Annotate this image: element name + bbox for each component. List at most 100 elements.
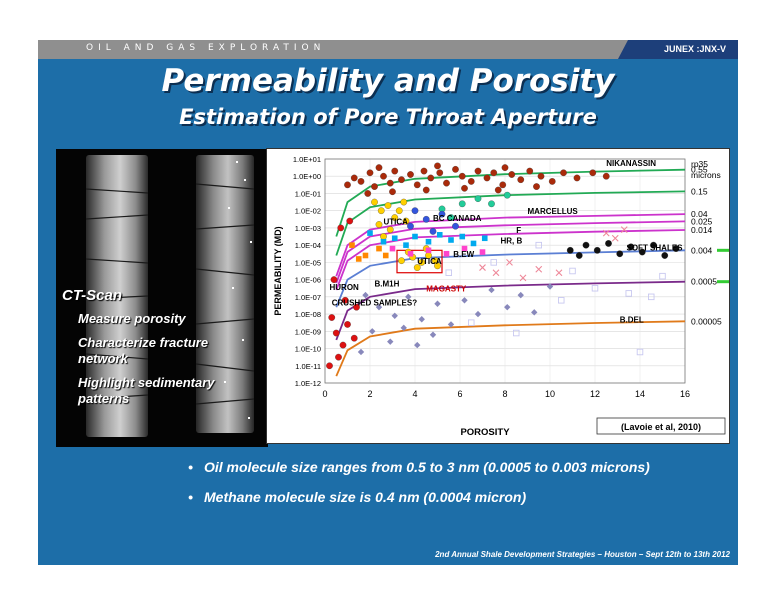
data-point bbox=[407, 222, 414, 230]
data-point bbox=[672, 245, 680, 252]
y-axis-label: PERMEABILITY (MD) bbox=[273, 226, 283, 315]
data-point bbox=[382, 252, 389, 259]
data-point bbox=[405, 293, 412, 301]
data-point bbox=[481, 235, 488, 242]
bullet-methane: • Methane molecule size is 0.4 nm (0.0004… bbox=[188, 489, 527, 505]
data-point bbox=[436, 232, 443, 238]
y-tick-label: 1.0E-10 bbox=[295, 345, 321, 354]
data-point bbox=[470, 240, 477, 247]
rp35-curve bbox=[335, 213, 686, 277]
data-point bbox=[380, 172, 387, 180]
rp35-label: 0.04 bbox=[691, 209, 708, 219]
data-point bbox=[566, 246, 574, 254]
chart-annotation: CRUSHED SAMPLES? bbox=[332, 298, 417, 307]
x-tick-label: 14 bbox=[635, 389, 645, 399]
data-point bbox=[461, 245, 468, 252]
y-tick-label: 1.0E-01 bbox=[295, 189, 321, 198]
data-point bbox=[517, 291, 524, 299]
data-point bbox=[650, 241, 657, 249]
data-point bbox=[499, 181, 507, 189]
data-point bbox=[443, 179, 450, 187]
data-point bbox=[479, 264, 486, 271]
ct-scan-image: CT-Scan Measure porosity Characterize fr… bbox=[56, 149, 268, 447]
data-point bbox=[611, 234, 619, 242]
slide-panel: Permeability and Porosity Estimation of … bbox=[38, 59, 738, 565]
data-point bbox=[380, 238, 387, 245]
bullet-oil-text: Oil molecule size ranges from 0.5 to 3 n… bbox=[204, 459, 650, 475]
data-point bbox=[648, 293, 655, 301]
ct-item-porosity: Measure porosity bbox=[78, 311, 186, 326]
data-point bbox=[339, 341, 347, 349]
data-point bbox=[452, 222, 459, 230]
x-axis-label: POROSITY bbox=[460, 427, 510, 438]
chart-annotation: F bbox=[516, 226, 521, 235]
data-point bbox=[459, 233, 466, 240]
data-point bbox=[490, 169, 498, 177]
data-point bbox=[434, 262, 441, 270]
rp35-curve bbox=[335, 220, 686, 284]
footer-text: 2nd Annual Shale Development Strategies … bbox=[435, 550, 730, 559]
chart-annotation: MAGASTY bbox=[426, 285, 467, 294]
y-tick-label: 1.0E+01 bbox=[293, 155, 321, 164]
x-tick-label: 6 bbox=[457, 389, 462, 399]
company-logo: JUNEX :JNX-V bbox=[618, 40, 738, 59]
rp35-label: 0.025 bbox=[691, 216, 713, 226]
data-point bbox=[341, 296, 349, 304]
data-point bbox=[384, 202, 392, 209]
data-point bbox=[422, 186, 430, 194]
data-point bbox=[445, 269, 452, 276]
data-point bbox=[429, 228, 437, 235]
y-tick-label: 1.0E+00 bbox=[293, 172, 321, 181]
data-point bbox=[357, 178, 365, 185]
slide-title: Permeability and Porosity bbox=[161, 63, 615, 99]
data-point bbox=[625, 290, 633, 297]
data-point bbox=[467, 178, 475, 185]
x-tick-label: 16 bbox=[680, 389, 690, 399]
data-point bbox=[357, 348, 365, 356]
utica-highlight-box bbox=[396, 249, 443, 274]
data-point bbox=[391, 235, 398, 242]
data-point bbox=[490, 259, 497, 266]
bullet-list: • Oil molecule size ranges from 0.5 to 3 … bbox=[188, 459, 728, 519]
data-point bbox=[391, 167, 399, 175]
rp35-curve bbox=[335, 280, 686, 341]
data-point bbox=[659, 272, 666, 280]
data-point bbox=[605, 240, 612, 247]
rp35-header-unit: microns bbox=[691, 170, 721, 180]
y-tick-label: 1.0E-05 bbox=[295, 258, 321, 267]
data-point bbox=[448, 237, 454, 243]
data-point bbox=[573, 174, 581, 182]
data-point bbox=[398, 257, 405, 265]
data-point bbox=[412, 233, 418, 240]
data-point bbox=[501, 164, 509, 171]
data-point bbox=[335, 353, 342, 361]
data-point bbox=[395, 207, 403, 215]
chart-annotation: BC CANADA bbox=[433, 214, 482, 223]
data-point bbox=[627, 243, 635, 251]
chart-annotation: UTICA bbox=[417, 257, 442, 266]
data-point bbox=[512, 329, 520, 337]
y-tick-label: 1.0E-11 bbox=[295, 362, 321, 371]
data-point bbox=[661, 252, 669, 259]
data-point bbox=[569, 267, 576, 275]
data-point bbox=[436, 169, 444, 177]
y-tick-label: 1.0E-09 bbox=[295, 327, 321, 336]
data-point bbox=[413, 264, 421, 271]
slide-subtitle: Estimation of Pore Throat Aperture bbox=[179, 105, 597, 129]
data-point bbox=[326, 362, 333, 370]
data-point bbox=[402, 217, 410, 225]
data-point bbox=[375, 303, 383, 311]
data-point bbox=[467, 319, 475, 326]
x-tick-label: 2 bbox=[367, 389, 372, 399]
data-point bbox=[508, 171, 516, 178]
chart-annotation: B.EW bbox=[453, 250, 474, 259]
data-point bbox=[474, 195, 482, 202]
data-point bbox=[492, 269, 500, 277]
data-point bbox=[407, 171, 414, 178]
data-point bbox=[575, 252, 583, 259]
data-point bbox=[366, 169, 374, 177]
data-point bbox=[582, 241, 590, 249]
data-point bbox=[458, 200, 466, 208]
data-point bbox=[535, 265, 543, 273]
highlight-marker bbox=[717, 248, 731, 252]
